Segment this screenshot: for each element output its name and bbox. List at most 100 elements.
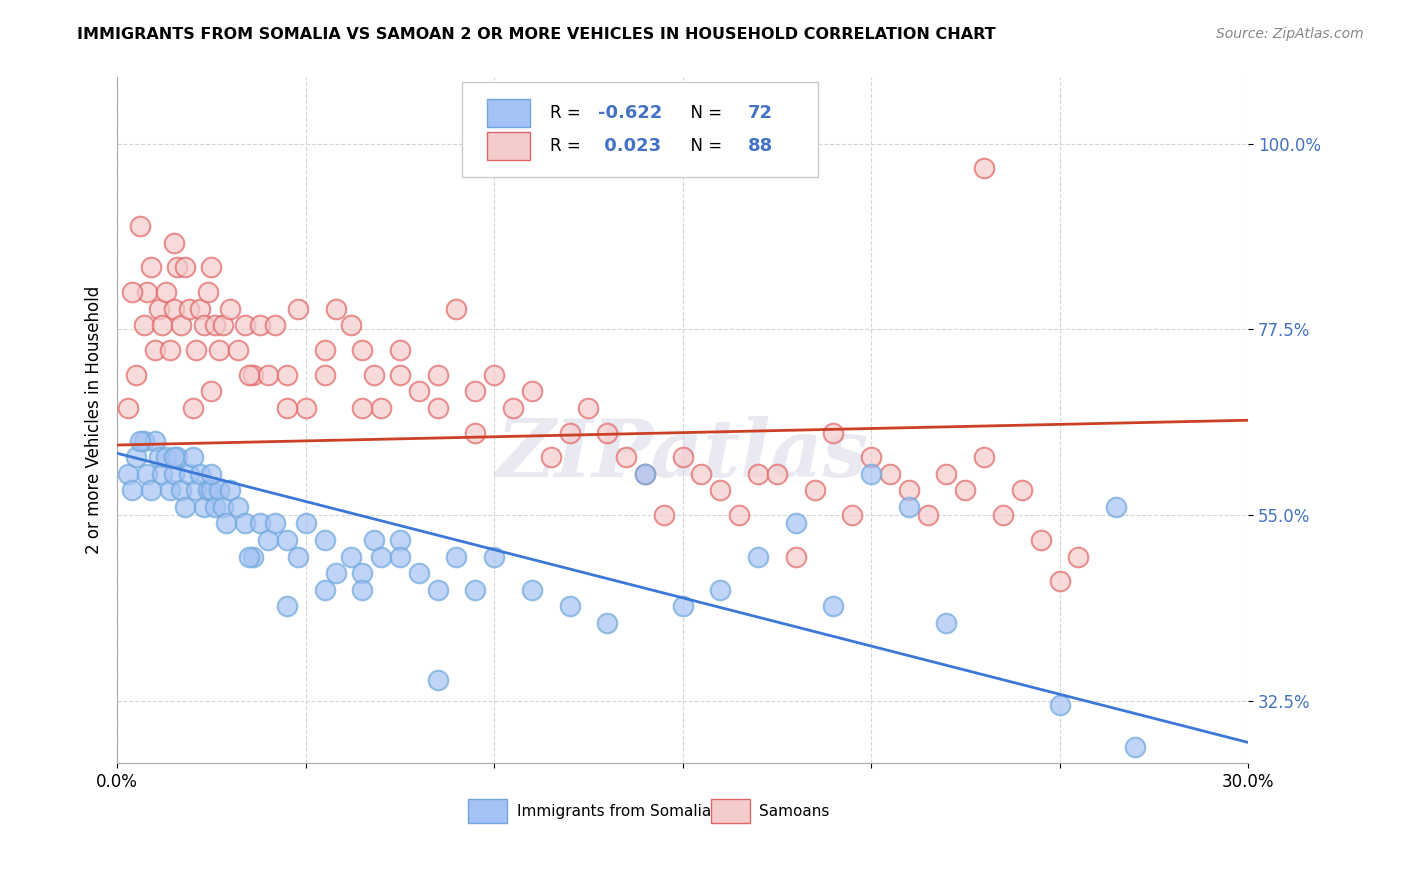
Point xyxy=(287,301,309,316)
Text: Samoans: Samoans xyxy=(759,804,830,819)
Point xyxy=(276,533,298,547)
Point xyxy=(170,483,193,498)
Point xyxy=(426,401,449,415)
Point xyxy=(388,343,411,357)
Point xyxy=(388,368,411,382)
Point xyxy=(197,483,219,498)
Point xyxy=(166,450,188,465)
Point xyxy=(482,549,505,564)
Point xyxy=(193,500,215,514)
Text: R =: R = xyxy=(550,137,586,155)
Point xyxy=(200,260,222,275)
Point xyxy=(211,318,233,333)
Text: 72: 72 xyxy=(748,104,773,122)
FancyBboxPatch shape xyxy=(711,798,751,823)
Point xyxy=(614,450,637,465)
Point xyxy=(188,301,211,316)
Point xyxy=(370,401,392,415)
Point xyxy=(177,301,200,316)
Point xyxy=(211,500,233,514)
Point xyxy=(181,401,204,415)
Point xyxy=(1123,739,1146,754)
Point xyxy=(276,401,298,415)
FancyBboxPatch shape xyxy=(463,82,818,177)
Point xyxy=(1049,574,1071,589)
FancyBboxPatch shape xyxy=(468,798,508,823)
Point xyxy=(242,549,264,564)
Point xyxy=(446,301,468,316)
Point xyxy=(159,483,181,498)
Point xyxy=(204,318,226,333)
Point xyxy=(728,508,751,523)
Point xyxy=(215,516,238,531)
Point xyxy=(132,434,155,448)
Point xyxy=(314,343,336,357)
Point xyxy=(973,161,995,176)
Point xyxy=(388,549,411,564)
Point xyxy=(596,425,619,440)
Point xyxy=(181,450,204,465)
Point xyxy=(257,368,280,382)
Point xyxy=(148,301,170,316)
Point xyxy=(136,467,159,481)
Point xyxy=(174,500,197,514)
FancyBboxPatch shape xyxy=(486,132,530,161)
Point xyxy=(1011,483,1033,498)
Point xyxy=(276,368,298,382)
Point xyxy=(1067,549,1090,564)
Point xyxy=(408,566,430,580)
Point xyxy=(294,401,316,415)
Point xyxy=(139,260,162,275)
Point xyxy=(163,450,186,465)
Point xyxy=(219,483,242,498)
Text: ZIPatlas: ZIPatlas xyxy=(496,416,869,493)
Point xyxy=(426,582,449,597)
Point xyxy=(935,615,957,630)
Point xyxy=(204,500,226,514)
Point xyxy=(464,384,486,399)
Point xyxy=(520,384,543,399)
Point xyxy=(159,343,181,357)
Point xyxy=(973,450,995,465)
Point xyxy=(1105,500,1128,514)
Point xyxy=(860,450,883,465)
Point xyxy=(991,508,1014,523)
Point xyxy=(766,467,789,481)
Point xyxy=(747,467,769,481)
Point xyxy=(264,516,287,531)
Point xyxy=(148,450,170,465)
Point xyxy=(186,343,208,357)
Point xyxy=(166,260,188,275)
Point xyxy=(128,434,150,448)
Point xyxy=(558,599,581,613)
Point xyxy=(823,425,845,440)
Point xyxy=(803,483,825,498)
Text: IMMIGRANTS FROM SOMALIA VS SAMOAN 2 OR MORE VEHICLES IN HOUSEHOLD CORRELATION CH: IMMIGRANTS FROM SOMALIA VS SAMOAN 2 OR M… xyxy=(77,27,995,42)
Point xyxy=(163,467,186,481)
Point xyxy=(197,285,219,300)
Point xyxy=(117,467,139,481)
Point xyxy=(634,467,657,481)
Point xyxy=(200,467,222,481)
Point xyxy=(558,425,581,440)
Point xyxy=(363,533,385,547)
Point xyxy=(388,533,411,547)
Point xyxy=(671,450,693,465)
Point xyxy=(785,549,807,564)
Point xyxy=(226,500,249,514)
Point xyxy=(188,467,211,481)
Point xyxy=(540,450,562,465)
Point xyxy=(464,425,486,440)
Point xyxy=(785,516,807,531)
Point xyxy=(152,467,174,481)
Point xyxy=(193,318,215,333)
Point xyxy=(576,401,599,415)
Point xyxy=(121,483,143,498)
Point xyxy=(276,599,298,613)
Point xyxy=(747,549,769,564)
Point xyxy=(352,343,374,357)
Point xyxy=(287,549,309,564)
Point xyxy=(264,318,287,333)
Point xyxy=(121,285,143,300)
Point xyxy=(136,285,159,300)
